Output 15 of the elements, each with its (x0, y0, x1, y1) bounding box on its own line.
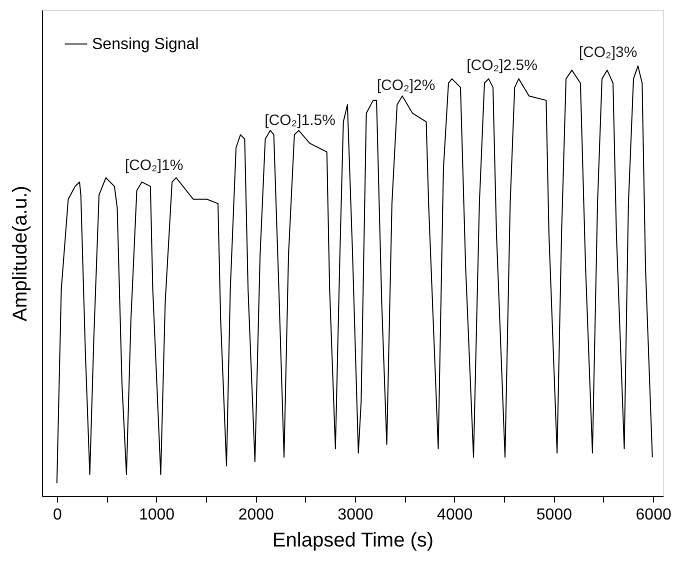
annotation: [CO₂]2% (376, 77, 436, 94)
x-tick-label: 4000 (437, 506, 473, 524)
x-tick-label: 6000 (636, 506, 672, 524)
text: [CO₂]3% (578, 44, 638, 61)
x-tick-label: 3000 (338, 506, 374, 524)
x-tick-label: 2000 (238, 506, 274, 524)
x-tick-label: 0 (52, 506, 62, 524)
x-tick-label: 5000 (536, 506, 572, 524)
x-tick-label: 1000 (138, 506, 175, 524)
annotation: [CO₂]1.5% (264, 112, 336, 129)
y-axis-title: Amplitude(a.u.) (10, 186, 32, 322)
annotation: [CO₂]2.5% (466, 57, 538, 74)
annotation: [CO₂]1% (124, 157, 184, 174)
x-axis-title: Enlapsed Time (s) (272, 530, 434, 552)
legend-label: Sensing Signal (92, 36, 199, 53)
